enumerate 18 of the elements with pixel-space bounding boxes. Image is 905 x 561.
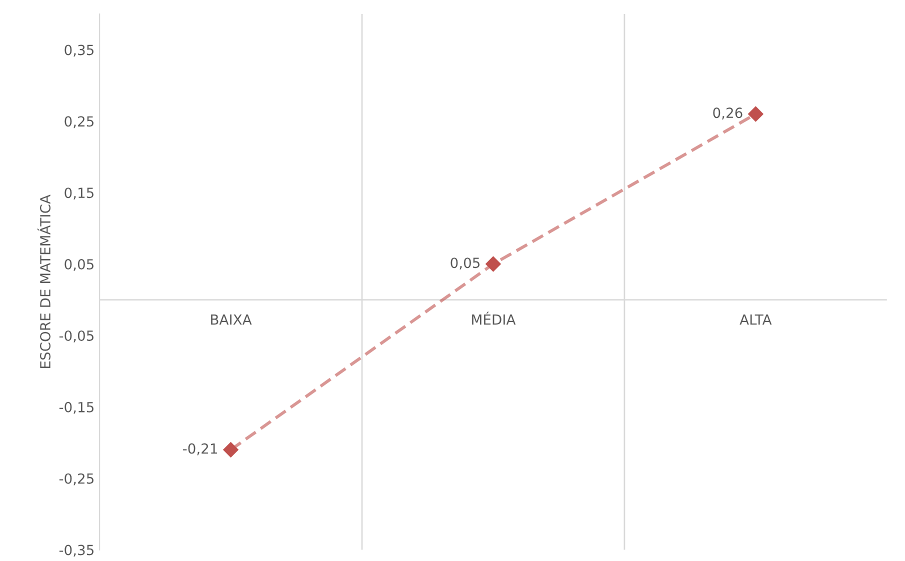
y-axis-title: ESCORE DE MATEMÁTICA (37, 194, 51, 368)
y-tick-label: 0,05 (64, 259, 94, 271)
data-label: -0,21 (183, 443, 217, 456)
point (486, 256, 501, 272)
x-tick-label: BAIXA (211, 314, 252, 325)
data-label: 0,26 (713, 108, 742, 120)
x-tick-label: ALTA (740, 314, 772, 325)
point (748, 106, 764, 122)
y-tick-label: 0,25 (64, 116, 94, 128)
y-tick-label: -0,05 (59, 330, 94, 342)
x-tick-label: MÉDIA (472, 312, 516, 325)
y-tick-label: 0,15 (64, 188, 94, 200)
point (223, 442, 238, 458)
y-tick-label: -0,35 (59, 544, 94, 557)
y-tick-label: -0,15 (59, 402, 94, 414)
y-tick-label: 0,35 (64, 44, 94, 57)
data-label: 0,05 (450, 258, 480, 270)
y-tick-label: -0,25 (59, 473, 94, 486)
